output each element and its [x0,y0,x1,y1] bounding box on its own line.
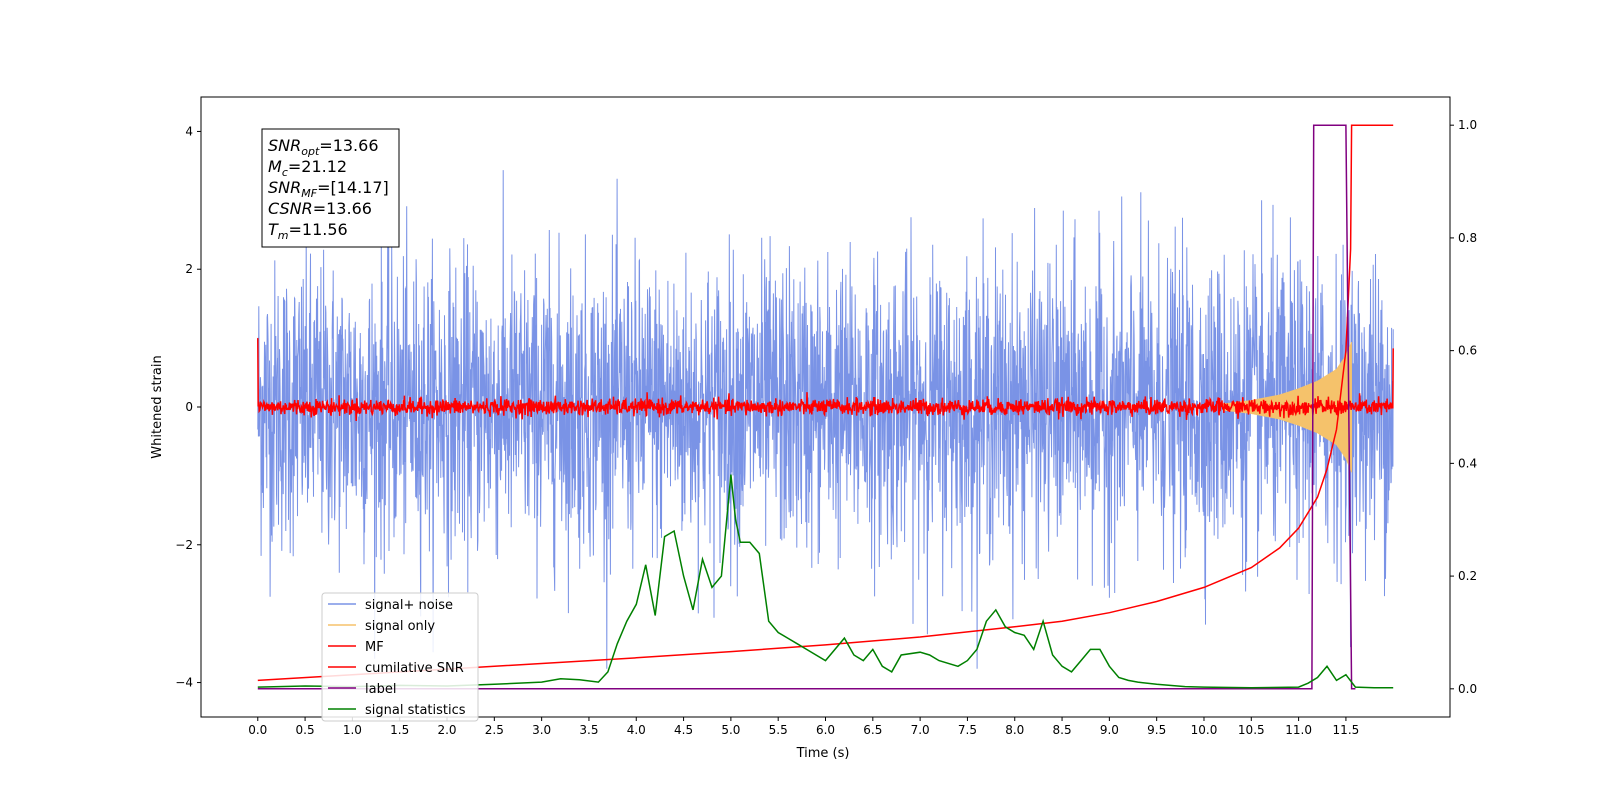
y-axis-label: Whitened strain [150,355,165,458]
x-tick-label: 6.5 [863,723,882,737]
x-tick-label: 5.0 [721,723,740,737]
x-tick-label: 5.5 [769,723,788,737]
x-tick-label: 0.0 [248,723,267,737]
y-left-tick-label: −4 [175,676,193,690]
annotation-line-tm: Tm=11.56 [268,220,348,242]
series-label [257,124,1356,690]
x-tick-label: 11.5 [1333,723,1360,737]
series-signal-statistics [257,474,1394,689]
y-axis-left: 4 2 0 −2 −4 [175,124,201,690]
x-tick-label: 7.5 [958,723,977,737]
y-right-tick-label: 0.8 [1458,231,1477,245]
x-tick-label: 10.5 [1238,723,1265,737]
legend-label-label: label [365,682,396,697]
x-tick-label: 10.0 [1191,723,1218,737]
y-right-tick-label: 0.4 [1458,456,1477,470]
y-left-tick-label: 0 [185,400,193,414]
x-tick-label: 1.5 [390,723,409,737]
legend-label-mf: MF [365,640,384,655]
y-right-tick-label: 1.0 [1458,118,1477,132]
y-right-tick-label: 0.6 [1458,344,1477,358]
x-tick-label: 9.0 [1100,723,1119,737]
x-axis: 0.0 0.5 1.0 1.5 2.0 2.5 3.0 3.5 4.0 4.5 5.0 5.5 6.0 6… [248,717,1359,737]
x-tick-label: 0.5 [296,723,315,737]
annotation-line-snr-mf: SNRMF=[14.17] [268,178,389,200]
legend-label-signal-statistics: signal statistics [365,703,466,718]
x-tick-label: 8.0 [1005,723,1024,737]
y-left-tick-label: 2 [185,262,193,276]
series-cumulative-snr [257,124,1394,682]
x-tick-label: 8.5 [1053,723,1072,737]
x-tick-label: 2.5 [485,723,504,737]
x-tick-label: 1.0 [343,723,362,737]
y-right-tick-label: 0.0 [1458,682,1477,696]
series-signal-noise [257,170,1394,669]
y-axis-right: 1.0 0.8 0.6 0.4 0.2 0.0 [1450,118,1477,696]
x-tick-label: 3.0 [532,723,551,737]
x-tick-label: 4.5 [674,723,693,737]
plot-area [257,124,1394,690]
x-tick-label: 4.0 [627,723,646,737]
x-tick-label: 3.5 [579,723,598,737]
x-axis-label: Time (s) [796,746,850,761]
y-left-tick-label: 4 [185,124,193,138]
legend-label-signal-only: signal only [365,619,435,634]
x-tick-label: 9.5 [1147,723,1166,737]
legend-label-signal-noise: signal+ noise [365,598,453,613]
x-tick-label: 7.0 [911,723,930,737]
legend-label-cumulative-snr: cumilative SNR [365,661,464,676]
annotation-line-csnr: CSNR=13.66 [268,199,372,218]
y-left-tick-label: −2 [175,538,193,552]
y-right-tick-label: 0.2 [1458,569,1477,583]
x-tick-label: 11.0 [1285,723,1312,737]
legend: signal+ noise signal only MF cumilative … [321,592,479,722]
annotation-line-mc: Mc=21.12 [268,157,347,179]
x-tick-label: 2.0 [437,723,456,737]
series-mf [257,338,1394,422]
x-tick-label: 6.0 [816,723,835,737]
annotation-box: SNRopt=13.66 Mc=21.12 SNRMF=[14.17] CSNR… [261,128,400,248]
annotation-line-snr-opt: SNRopt=13.66 [268,136,379,158]
